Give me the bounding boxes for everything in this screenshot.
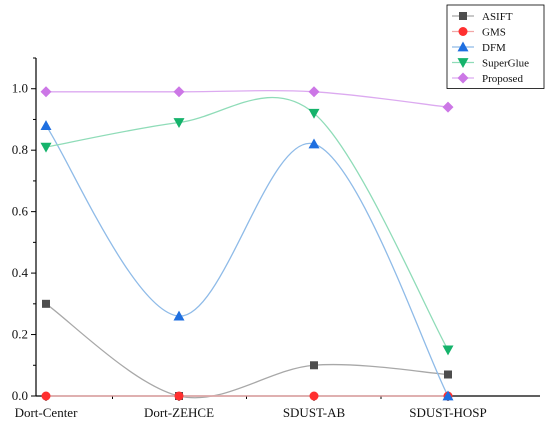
x-tick-label: Dort-Center — [15, 405, 78, 420]
data-point-proposed — [308, 86, 320, 98]
data-point-gms — [309, 391, 319, 401]
data-point-gms — [41, 391, 51, 401]
data-point-asift — [310, 361, 318, 370]
data-point-asift — [42, 299, 50, 308]
series-line-superglue — [45, 96, 449, 351]
data-point-dfm — [308, 138, 320, 149]
data-point-asift — [444, 370, 452, 379]
legend-marker-dfm — [457, 41, 469, 52]
plot-area: 0.0 0.2 0.4 0.6 0.8 1.0 Dort-Center Dort-ZEHCE S… — [12, 57, 540, 420]
x-tick-label: Dort-ZEHCE — [144, 405, 214, 420]
y-tick-label: 0.2 — [12, 327, 28, 342]
data-point-superglue — [40, 142, 52, 153]
data-point-dfm — [173, 310, 185, 321]
legend: ASIFT GMS DFM SuperGlue Proposed — [446, 4, 545, 89]
series-line-proposed — [46, 90, 449, 108]
data-point-gms — [174, 391, 184, 401]
legend-marker-superglue — [457, 58, 469, 68]
legend-label: ASIFT — [482, 11, 513, 23]
y-tick-label: 1.0 — [12, 81, 28, 96]
series-line-dfm — [45, 125, 449, 397]
legend-label: GMS — [482, 27, 506, 39]
legend-marker-gms — [458, 27, 468, 36]
data-point-superglue — [308, 108, 320, 119]
x-tick-label: SDUST-AB — [283, 405, 346, 420]
y-tick-label: 0.4 — [12, 265, 29, 280]
legend-label: SuperGlue — [482, 58, 529, 70]
legend-marker-proposed — [457, 72, 469, 84]
y-tick-label: 0.6 — [12, 204, 29, 219]
data-point-proposed — [173, 86, 185, 98]
legend-label: Proposed — [482, 73, 523, 85]
data-point-superglue — [173, 118, 185, 129]
x-tick-label: SDUST-HOSP — [409, 405, 487, 420]
data-point-proposed — [442, 101, 454, 113]
y-tick-label: 0.8 — [12, 142, 28, 157]
legend-marker-asift — [459, 12, 467, 20]
legend-label: DFM — [482, 42, 506, 54]
data-point-dfm — [40, 120, 52, 130]
data-point-dfm — [442, 390, 454, 401]
y-tick-label: 0.0 — [12, 388, 28, 403]
data-point-proposed — [40, 86, 52, 98]
data-point-superglue — [442, 345, 454, 356]
series-line-asift — [45, 303, 449, 399]
